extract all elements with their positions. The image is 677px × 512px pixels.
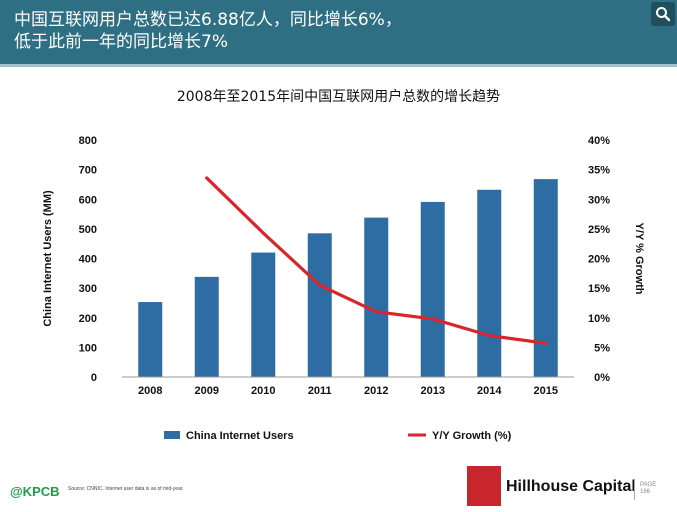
growth-point — [431, 317, 435, 321]
y-tick-label: 800 — [79, 135, 97, 147]
y-tick-label: 100 — [79, 342, 97, 354]
y-tick-label: 500 — [79, 224, 97, 236]
y-tick-label: 700 — [79, 165, 97, 177]
footer-handle: @KPCB — [10, 484, 60, 499]
page-divider — [634, 480, 635, 500]
page-indicator: PAGE 166 — [640, 482, 656, 496]
growth-point — [318, 283, 322, 287]
growth-point — [374, 310, 378, 314]
y2-axis-label: Y/Y % Growth — [633, 223, 645, 295]
y2-tick-label: 20% — [588, 254, 610, 266]
header-bar — [0, 0, 677, 64]
chart-title: 2008年至2015年间中国互联网用户总数的增长趋势 — [176, 89, 501, 105]
bar — [138, 302, 163, 377]
legend-label-growth: Y/Y Growth (%) — [432, 430, 512, 442]
headline: 中国互联网用户总数已达6.88亿人，同比增长6%， 低于此前一年的同比增长7% — [14, 9, 402, 53]
x-tick-label: 2013 — [421, 385, 445, 397]
y-axis-label: China Internet Users (MM) — [42, 190, 54, 327]
y2-tick-label: 10% — [588, 313, 610, 325]
page-label: PAGE — [640, 482, 657, 488]
legend-label-users: China Internet Users — [186, 430, 294, 442]
x-tick-label: 2008 — [138, 385, 162, 397]
headline-line-1: 中国互联网用户总数已达6.88亿人，同比增长6%， — [14, 10, 402, 30]
y2-tick-label: 30% — [588, 194, 610, 206]
y2-tick-label: 15% — [588, 283, 610, 295]
hillhouse-logo — [467, 466, 501, 506]
x-tick-label: 2011 — [308, 385, 332, 397]
bar — [364, 217, 389, 377]
y2-tick-label: 35% — [588, 165, 610, 177]
x-tick-label: 2015 — [534, 385, 558, 397]
y-tick-label: 200 — [79, 313, 97, 325]
growth-point — [205, 176, 209, 180]
legend-swatch-users — [164, 431, 180, 439]
y2-tick-label: 0% — [594, 372, 610, 384]
growth-point — [261, 231, 265, 235]
bar — [251, 252, 276, 377]
y-tick-label: 300 — [79, 283, 97, 295]
bar — [420, 201, 445, 377]
y-tick-label: 600 — [79, 194, 97, 206]
x-tick-label: 2012 — [364, 385, 388, 397]
growth-point — [544, 341, 548, 345]
page-number: 166 — [640, 489, 651, 495]
y-tick-label: 400 — [79, 254, 97, 266]
search-icon — [656, 7, 671, 22]
bar — [194, 276, 219, 377]
headline-line-2: 低于此前一年的同比增长7% — [14, 32, 228, 52]
x-tick-label: 2014 — [477, 385, 502, 397]
y-tick-label: 0 — [91, 372, 97, 384]
header-divider — [0, 64, 677, 67]
brand-name: Hillhouse Capital — [506, 478, 636, 495]
x-tick-label: 2010 — [251, 385, 275, 397]
source-note: Source: CNNIC. Internet user data is as … — [68, 486, 184, 492]
search-button[interactable] — [651, 2, 675, 26]
y2-tick-label: 25% — [588, 224, 610, 236]
bar — [533, 179, 558, 377]
x-tick-label: 2009 — [195, 385, 219, 397]
y2-tick-label: 40% — [588, 135, 610, 147]
growth-point — [487, 333, 491, 338]
y2-tick-label: 5% — [594, 342, 610, 354]
bar — [307, 233, 332, 377]
bar — [477, 189, 502, 377]
